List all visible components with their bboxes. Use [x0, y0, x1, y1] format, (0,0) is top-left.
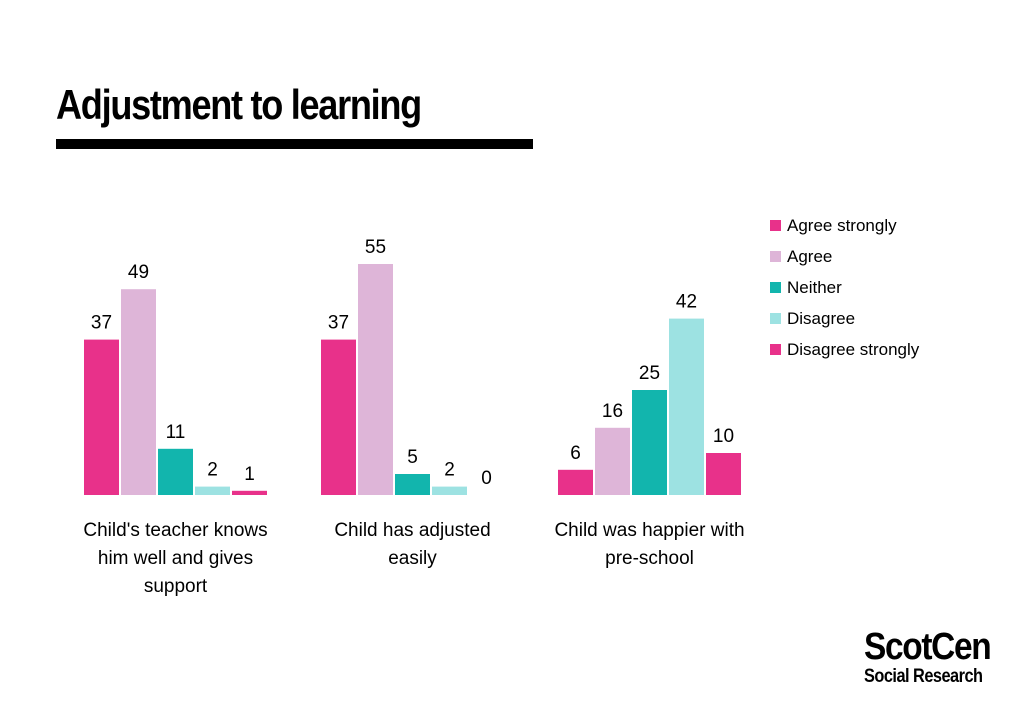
- logo-sub-text: Social Research: [864, 666, 983, 687]
- bar-agree-strongly-2: [321, 339, 356, 495]
- bar-neither-2: [395, 474, 430, 495]
- title-underline: [56, 139, 533, 149]
- data-label: 2: [207, 460, 218, 481]
- legend-item-disagree: Disagree: [770, 303, 919, 334]
- legend-swatch: [770, 344, 781, 355]
- bar-neither-3: [632, 390, 667, 495]
- legend-swatch: [770, 220, 781, 231]
- category-label: him well and gives: [98, 548, 253, 569]
- data-label: 10: [713, 426, 734, 447]
- category-label: Child's teacher knows: [83, 520, 267, 541]
- bar-chart: 37 49 11 2 1 Child's teacher knows him well an…: [83, 237, 744, 597]
- page-title: Adjustment to learning: [56, 81, 422, 128]
- bar-neither-1: [158, 448, 193, 495]
- data-label: 6: [570, 443, 581, 464]
- legend-item-agree-strongly: Agree strongly: [770, 210, 919, 241]
- legend-item-neither: Neither: [770, 272, 919, 303]
- legend-label: Disagree: [787, 308, 856, 328]
- category-label: support: [144, 576, 208, 597]
- bar-disagree-1: [195, 486, 230, 495]
- legend-swatch: [770, 313, 781, 324]
- bar-agree-strongly-3: [558, 469, 593, 495]
- data-label: 1: [244, 464, 255, 485]
- legend-label: Agree strongly: [787, 215, 897, 235]
- data-label: 16: [602, 401, 623, 422]
- data-label: 5: [407, 447, 418, 468]
- data-label: 2: [444, 460, 455, 481]
- data-label: 55: [365, 237, 386, 258]
- legend-label: Disagree strongly: [787, 339, 920, 359]
- legend-item-disagree-strongly: Disagree strongly: [770, 334, 919, 365]
- legend-swatch: [770, 282, 781, 293]
- bar-agree-strongly-1: [84, 339, 119, 495]
- scotcen-logo: ScotCen Social Research: [864, 628, 1008, 686]
- category-label: easily: [388, 548, 437, 569]
- legend-item-agree: Agree: [770, 241, 919, 272]
- data-label: 42: [676, 292, 697, 313]
- bar-disagree-2: [432, 486, 467, 495]
- bar-agree-3: [595, 427, 630, 495]
- category-label: pre-school: [605, 548, 694, 569]
- chart-legend: Agree strongly Agree Neither Disagree Disagr…: [770, 210, 919, 365]
- legend-label: Neither: [787, 277, 842, 297]
- legend-swatch: [770, 251, 781, 262]
- bar-disagree-strongly-1: [232, 490, 267, 495]
- legend-label: Agree: [787, 246, 833, 266]
- logo-main-text: ScotCen: [864, 626, 992, 668]
- bar-disagree-strongly-3: [706, 453, 741, 495]
- data-label: 11: [166, 422, 186, 443]
- category-label: Child has adjusted: [334, 520, 490, 541]
- data-label: 49: [128, 262, 149, 283]
- category-label: Child was happier with: [554, 520, 744, 541]
- bar-disagree-3: [669, 318, 704, 495]
- data-label: 37: [328, 313, 349, 334]
- bar-agree-2: [358, 264, 393, 495]
- bar-agree-1: [121, 289, 156, 495]
- data-label: 0: [481, 468, 492, 489]
- data-label: 37: [91, 313, 112, 334]
- data-label: 25: [639, 363, 660, 384]
